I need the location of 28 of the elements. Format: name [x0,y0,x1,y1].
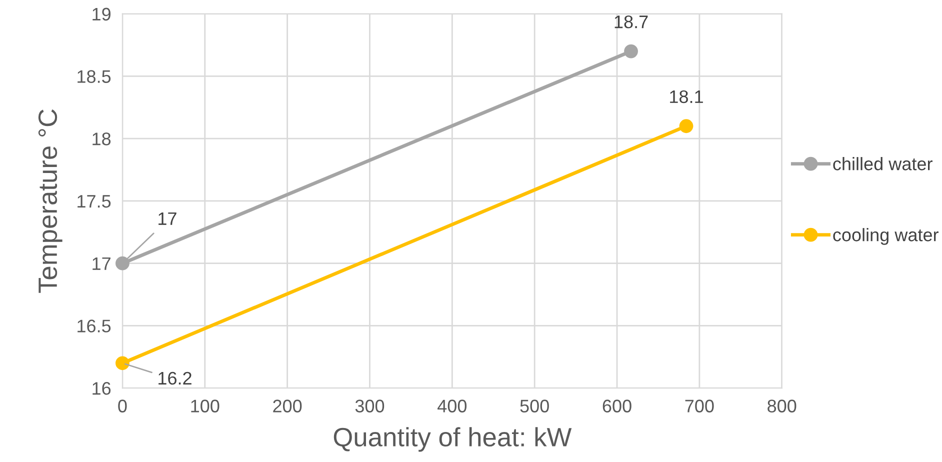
y-tick-label: 18.5 [78,70,111,83]
x-tick-label: 200 [273,400,302,412]
x-tick-label: 100 [191,400,220,412]
x-tick-label: 300 [355,400,384,412]
x-tick-label: 600 [602,400,632,412]
y-tick-label: 16 [92,382,111,395]
x-tick-label: 400 [438,400,467,412]
y-tick-label: 18 [92,132,111,146]
data-label: 18.1 [670,90,703,104]
data-label: 17 [158,212,176,225]
legend-label: chilled water [833,157,932,170]
y-tick-label: 17.5 [78,195,111,208]
y-tick-label: 19 [92,8,110,21]
point [624,44,638,58]
y-axis-title: Temperature °C [38,109,62,293]
y-tick-label: 16.5 [78,320,111,332]
x-tick-label: 0 [118,400,127,412]
y-tick-label: 17 [92,257,110,270]
data-label: 16.2 [158,372,192,385]
x-tick-label: 500 [520,400,549,412]
x-axis-title: Quantity of heat: kW [334,427,572,452]
x-tick-label: 700 [685,400,714,412]
point [116,256,130,270]
data-label: 18.7 [614,15,648,28]
point [116,356,130,370]
x-tick-label: 800 [768,400,796,412]
point [679,119,694,134]
legend-label: cooling water [833,228,938,245]
